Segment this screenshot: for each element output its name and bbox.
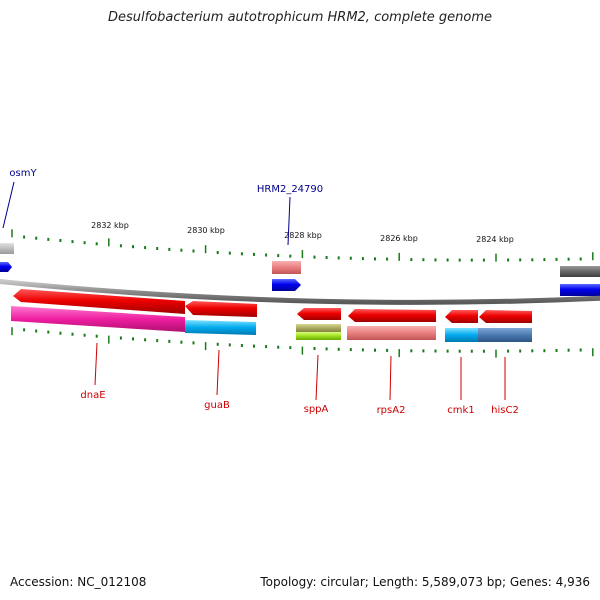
- feature-gray-left[interactable]: [0, 243, 14, 254]
- gene-label-sppa[interactable]: sppA: [304, 404, 329, 415]
- cds-rpsa2[interactable]: [348, 309, 436, 322]
- scale-label-2826: 2826 kbp: [380, 234, 418, 243]
- scale-label-2824: 2824 kbp: [476, 235, 514, 244]
- genome-backbone: [0, 278, 600, 305]
- feature-slate-hisc2[interactable]: [478, 328, 532, 342]
- gene-label-guab[interactable]: guaB: [204, 400, 230, 411]
- feature-lime-sppa[interactable]: [296, 332, 341, 340]
- gene-label-hrm2-24790[interactable]: HRM2_24790: [257, 184, 323, 195]
- cds-forward-right[interactable]: [560, 284, 600, 296]
- gene-label-rpsa2[interactable]: rpsA2: [377, 405, 406, 416]
- leader-sppa: [315, 354, 319, 401]
- feature-olive-sppa[interactable]: [296, 324, 341, 333]
- scale-label-2830: 2830 kbp: [187, 226, 225, 235]
- cds-dnae[interactable]: [13, 289, 185, 314]
- cds-forward-left[interactable]: [0, 262, 12, 272]
- genome-title: Desulfobacterium autotrophicum HRM2, com…: [107, 10, 493, 25]
- genome-summary-text: Topology: circular; Length: 5,589,073 bp…: [260, 575, 590, 589]
- cds-hisc2[interactable]: [479, 310, 532, 323]
- gene-label-dnae[interactable]: dnaE: [80, 390, 105, 401]
- feature-pink-rpsa2[interactable]: [347, 326, 436, 340]
- feature-cyan-cmk1[interactable]: [445, 328, 479, 342]
- outer-scale-ticks: [11, 229, 594, 262]
- scale-label-2832: 2832 kbp: [91, 221, 129, 230]
- leader-rpsa2: [389, 355, 392, 401]
- cds-sppa[interactable]: [297, 308, 341, 320]
- leader-guab: [216, 349, 220, 396]
- cds-cmk1[interactable]: [445, 310, 478, 323]
- leader-osmy: [2, 181, 15, 229]
- gene-label-hisc2[interactable]: hisC2: [491, 405, 519, 416]
- cds-hrm2-24790[interactable]: [272, 279, 301, 291]
- scale-label-2828: 2828 kbp: [284, 231, 322, 240]
- feature-pink-24790[interactable]: [272, 261, 301, 274]
- leader-hrm2-24790: [287, 196, 291, 246]
- cds-guab[interactable]: [185, 301, 257, 317]
- inner-scale-ticks: [11, 327, 594, 358]
- accession-text: Accession: NC_012108: [10, 575, 147, 589]
- feature-cyan-guab[interactable]: [185, 320, 256, 335]
- feature-gray-right[interactable]: [560, 266, 600, 277]
- feature-magenta-dnae[interactable]: [11, 306, 185, 332]
- gene-label-osmy[interactable]: osmY: [9, 168, 37, 179]
- gene-label-cmk1[interactable]: cmk1: [447, 405, 474, 416]
- leader-dnae: [94, 342, 98, 386]
